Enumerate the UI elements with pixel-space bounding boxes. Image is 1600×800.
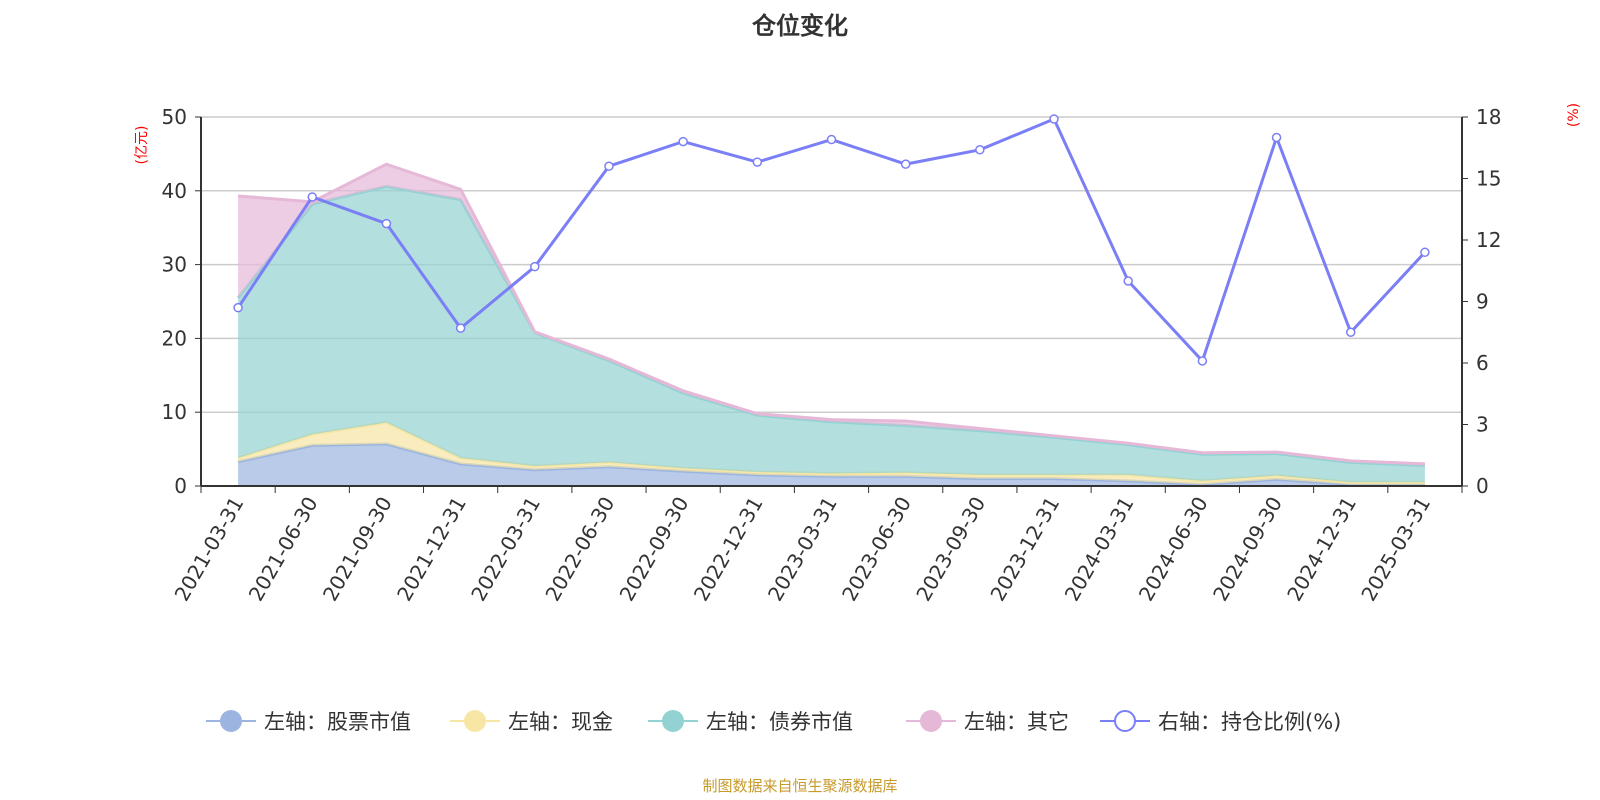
legend-item[interactable]: 左轴：股票市值 bbox=[206, 710, 411, 734]
ratio-point bbox=[900, 159, 911, 169]
ratio-point bbox=[455, 323, 466, 333]
x-tick-label: 2024-06-30 bbox=[1134, 493, 1213, 606]
x-tick-label: 2023-12-31 bbox=[985, 493, 1064, 606]
legend-label: 左轴：其它 bbox=[964, 710, 1069, 734]
x-tick-label: 2023-06-30 bbox=[837, 493, 916, 606]
legend-label: 左轴：股票市值 bbox=[264, 710, 411, 734]
ratio-point bbox=[604, 161, 614, 171]
right-tick-label: 18 bbox=[1476, 105, 1501, 129]
ratio-point bbox=[233, 302, 243, 313]
legend-marker-icon bbox=[220, 710, 242, 732]
left-tick-label: 20 bbox=[162, 326, 187, 350]
x-tick-label: 2024-09-30 bbox=[1208, 493, 1287, 606]
legend-item[interactable]: 右轴：持仓比例(%) bbox=[1100, 710, 1341, 734]
x-tick-label: 2022-06-30 bbox=[540, 493, 619, 606]
ratio-point bbox=[1420, 247, 1430, 258]
legend-item[interactable]: 左轴：现金 bbox=[450, 710, 613, 734]
right-tick-label: 6 bbox=[1476, 351, 1489, 375]
footer-source: 制图数据来自恒生聚源数据库 bbox=[702, 777, 897, 795]
area-0 bbox=[238, 443, 1425, 486]
ratio-point bbox=[307, 192, 318, 202]
legend-marker-icon bbox=[662, 710, 684, 732]
x-tick-label: 2021-03-31 bbox=[170, 493, 249, 606]
ratio-point bbox=[1123, 276, 1133, 286]
x-tick-label: 2024-03-31 bbox=[1060, 493, 1139, 606]
right-tick-label: 3 bbox=[1476, 413, 1489, 437]
ratio-point bbox=[1271, 132, 1282, 143]
left-tick-label: 30 bbox=[162, 253, 187, 277]
legend-label: 左轴：债券市值 bbox=[706, 710, 853, 734]
x-tick-label: 2021-06-30 bbox=[244, 493, 323, 606]
ratio-point bbox=[1345, 327, 1356, 337]
x-tick-label: 2023-03-31 bbox=[763, 493, 842, 606]
legend-item[interactable]: 左轴：其它 bbox=[906, 710, 1069, 734]
area-2 bbox=[238, 186, 1425, 483]
legend-label: 左轴：现金 bbox=[508, 710, 613, 734]
ratio-point bbox=[826, 134, 837, 145]
legend-label: 右轴：持仓比例(%) bbox=[1158, 710, 1341, 734]
x-tick-label: 2022-03-31 bbox=[466, 493, 545, 606]
right-tick-label: 12 bbox=[1476, 228, 1501, 252]
x-tick-label: 2024-12-31 bbox=[1282, 493, 1361, 606]
ratio-point bbox=[678, 136, 688, 147]
x-tick-label: 2021-09-30 bbox=[318, 493, 397, 606]
left-tick-label: 40 bbox=[162, 179, 187, 203]
legend-marker-icon bbox=[464, 710, 486, 732]
right-tick-label: 0 bbox=[1476, 474, 1489, 498]
ratio-point bbox=[752, 157, 763, 167]
x-tick-label: 2025-03-31 bbox=[1356, 493, 1435, 606]
legend-item[interactable]: 左轴：债券市值 bbox=[648, 710, 853, 734]
ratio-point bbox=[1049, 114, 1059, 124]
ratio-point bbox=[381, 218, 392, 229]
x-tick-label: 2022-09-30 bbox=[615, 493, 694, 606]
right-tick-label: 9 bbox=[1476, 290, 1489, 314]
legend-marker-icon bbox=[920, 710, 942, 732]
area-1 bbox=[238, 422, 1425, 485]
left-tick-label: 0 bbox=[174, 474, 187, 498]
ratio-point bbox=[530, 261, 540, 272]
left-axis-label: (亿元) bbox=[134, 126, 150, 165]
area-edge-3 bbox=[237, 162, 1425, 466]
right-tick-label: 15 bbox=[1476, 167, 1501, 191]
ratio-point bbox=[1197, 356, 1208, 366]
legend-marker-icon bbox=[1114, 710, 1136, 732]
x-tick-label: 2021-12-31 bbox=[392, 493, 471, 606]
x-tick-label: 2023-09-30 bbox=[911, 493, 990, 606]
right-axis-label: (%) bbox=[1566, 103, 1582, 127]
ratio-point bbox=[975, 145, 985, 155]
left-tick-label: 50 bbox=[162, 105, 187, 129]
left-tick-label: 10 bbox=[162, 400, 187, 424]
chart-title: 仓位变化 bbox=[751, 12, 848, 40]
x-tick-label: 2022-12-31 bbox=[689, 493, 768, 606]
